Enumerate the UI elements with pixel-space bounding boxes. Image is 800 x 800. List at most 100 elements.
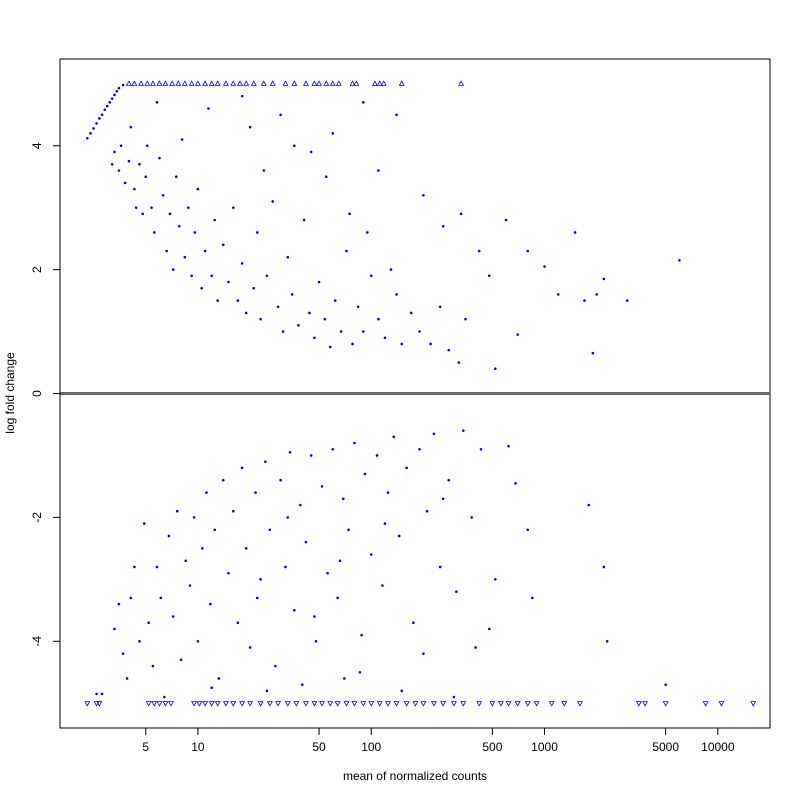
- data-point: [271, 200, 274, 203]
- capped-point-up: [125, 80, 132, 86]
- data-point: [171, 268, 175, 271]
- data-point: [115, 89, 119, 93]
- data-point: [142, 522, 146, 525]
- data-point: [383, 522, 387, 525]
- data-point: [363, 472, 367, 476]
- data-point: [244, 311, 248, 315]
- data-point: [121, 652, 125, 655]
- data-point: [441, 497, 445, 501]
- data-point: [361, 330, 365, 333]
- capped-point-down: [202, 701, 209, 707]
- data-point: [288, 451, 292, 454]
- data-point: [602, 565, 606, 569]
- data-point: [187, 206, 190, 209]
- data-point: [459, 212, 463, 216]
- data-point: [526, 528, 530, 532]
- data-point: [438, 305, 442, 309]
- data-point: [158, 156, 161, 160]
- data-point: [462, 429, 465, 432]
- data-point: [125, 677, 129, 680]
- data-point: [163, 695, 166, 699]
- data-point: [514, 482, 517, 485]
- data-point: [392, 435, 396, 439]
- x-tick-label: 5: [142, 740, 149, 754]
- x-tick-label: 1000: [531, 740, 558, 754]
- data-point: [113, 150, 116, 154]
- data-point: [516, 333, 519, 336]
- data-point: [286, 255, 290, 259]
- capped-point-up: [353, 80, 360, 86]
- data-point: [281, 330, 285, 333]
- data-point: [95, 692, 98, 696]
- data-point: [336, 596, 339, 600]
- data-point: [108, 101, 112, 104]
- data-point: [395, 113, 398, 117]
- capped-point-down: [214, 701, 221, 707]
- data-point: [343, 677, 346, 680]
- data-point: [167, 534, 171, 538]
- data-point: [405, 466, 408, 470]
- capped-point-up: [335, 80, 342, 86]
- data-point: [400, 342, 404, 346]
- data-point: [300, 683, 304, 686]
- data-point: [232, 509, 235, 513]
- capped-point-down: [275, 701, 282, 707]
- y-tick-label: 4: [30, 142, 44, 149]
- data-point: [265, 274, 269, 278]
- capped-point-down: [247, 701, 254, 707]
- capped-point-up: [194, 80, 201, 86]
- data-point: [625, 299, 629, 302]
- data-point: [216, 299, 219, 302]
- data-point: [470, 516, 474, 519]
- capped-point-up: [269, 80, 276, 86]
- capped-point-down: [302, 701, 309, 707]
- data-point: [556, 293, 560, 296]
- data-point: [309, 150, 313, 154]
- data-point: [418, 447, 421, 451]
- data-point: [286, 516, 290, 519]
- data-point: [133, 187, 136, 191]
- data-point: [264, 460, 267, 463]
- capped-point-down: [450, 701, 457, 707]
- data-point: [86, 136, 89, 140]
- data-point: [200, 286, 203, 290]
- capped-point-down: [514, 701, 521, 707]
- data-point: [110, 163, 114, 166]
- data-point: [418, 330, 421, 333]
- capped-point-down: [489, 701, 496, 707]
- data-point: [383, 336, 387, 340]
- data-point: [221, 243, 225, 247]
- data-point: [457, 361, 461, 364]
- capped-point-up: [214, 80, 221, 86]
- data-point: [192, 516, 196, 519]
- data-point: [129, 596, 133, 600]
- capped-point-down: [145, 701, 152, 707]
- x-tick-label: 100: [361, 740, 381, 754]
- y-tick-label: 2: [30, 266, 44, 273]
- capped-point-up: [349, 80, 356, 86]
- data-point: [171, 615, 175, 618]
- capped-point-up: [329, 80, 336, 86]
- data-point: [254, 491, 257, 494]
- data-point: [174, 175, 178, 178]
- data-point: [447, 348, 451, 352]
- capped-point-up: [175, 80, 182, 86]
- data-point: [299, 503, 302, 507]
- data-point: [320, 485, 324, 488]
- data-point: [196, 639, 200, 643]
- data-point: [117, 602, 121, 606]
- capped-point-up: [156, 80, 163, 86]
- capped-point-down: [84, 701, 91, 707]
- capped-point-down: [561, 701, 568, 707]
- data-point: [331, 447, 335, 451]
- data-point: [147, 621, 151, 624]
- data-point: [412, 621, 415, 624]
- data-point: [455, 590, 458, 594]
- capped-point-up: [169, 80, 176, 86]
- data-point: [429, 342, 432, 346]
- data-point: [138, 163, 141, 166]
- data-point: [361, 101, 365, 104]
- data-point: [356, 305, 360, 309]
- capped-point-down: [376, 701, 383, 707]
